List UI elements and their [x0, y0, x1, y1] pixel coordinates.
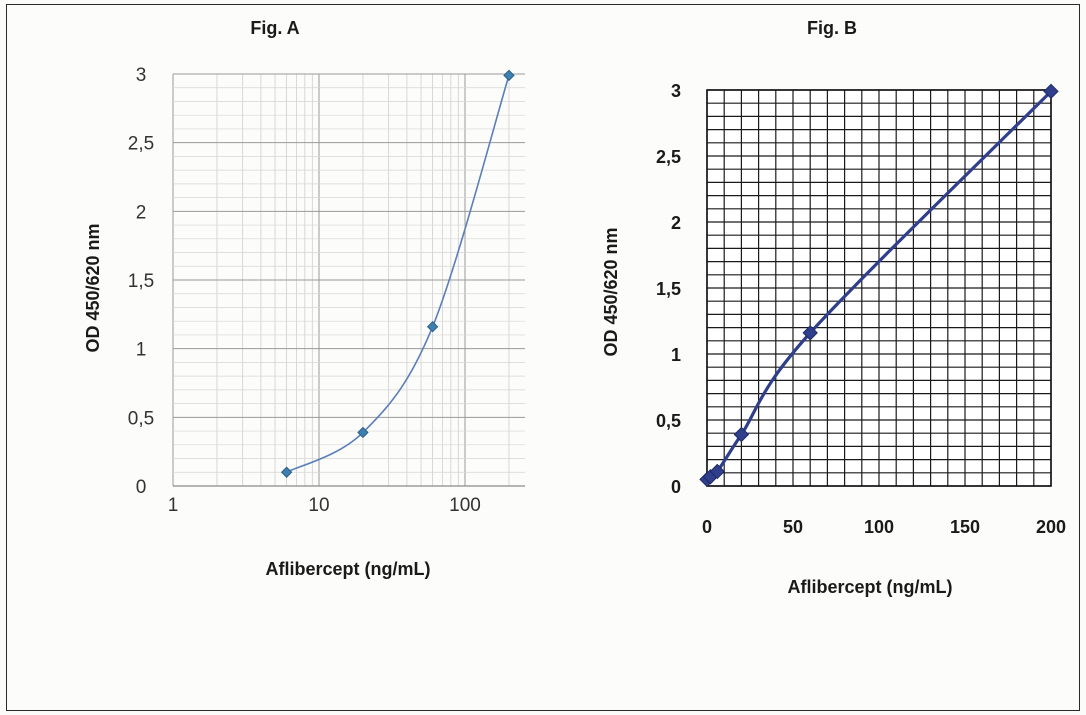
data-point [1043, 83, 1059, 100]
tick-labels: 0 0,5 1 1,5 2 2,5 3 0 50 100 150 200 [656, 81, 1066, 537]
y-tick-label: 2,5 [128, 134, 154, 155]
x-tick-label: 100 [864, 517, 894, 537]
x-tick-label: 10 [308, 495, 329, 516]
x-tick-label: 200 [1036, 517, 1066, 537]
data-point [426, 320, 439, 333]
chart-fig-a: 0 0,5 1 1,5 2 2,5 3 1 10 100 Fig. A Aflibercept (… [83, 18, 525, 579]
y-axis-title: OD 450/620 nm [601, 227, 621, 356]
curve-layer [286, 75, 510, 473]
data-point [802, 325, 818, 341]
y-tick-label: 1,5 [656, 279, 681, 299]
chart-fig-b: 0 0,5 1 1,5 2 2,5 3 0 50 100 150 200 Fig. B Afliber… [601, 18, 1066, 597]
marker-layer [280, 69, 515, 478]
y-tick-label: 0,5 [128, 408, 154, 429]
data-point [357, 426, 369, 439]
marker-layer [699, 83, 1059, 488]
x-tick-label: 0 [702, 517, 712, 537]
chart-title: Fig. B [807, 18, 857, 38]
series-line [286, 75, 510, 473]
chart-title: Fig. A [250, 18, 299, 38]
y-tick-label: 2,5 [656, 147, 681, 167]
y-tick-label: 0 [136, 477, 147, 498]
gridlines [172, 73, 525, 487]
x-axis-title: Aflibercept (ng/mL) [266, 559, 431, 579]
plot-frame [706, 89, 1052, 487]
x-axis-title: Aflibercept (ng/mL) [788, 577, 953, 597]
y-tick-label: 3 [136, 65, 147, 86]
x-tick-label: 1 [168, 495, 179, 516]
y-axis-title: OD 450/620 nm [83, 223, 103, 352]
y-tick-label: 3 [671, 81, 681, 101]
x-tick-label: 50 [783, 517, 803, 537]
x-tick-label: 150 [950, 517, 980, 537]
y-tick-label: 1,5 [128, 271, 154, 292]
data-point [709, 463, 726, 480]
tick-labels: 0 0,5 1 1,5 2 2,5 3 1 10 100 [128, 65, 481, 516]
y-tick-label: 1 [671, 345, 681, 365]
data-point [733, 426, 750, 443]
y-tick-label: 2 [136, 202, 147, 223]
y-tick-label: 1 [136, 340, 147, 361]
y-tick-label: 0,5 [656, 411, 681, 431]
figure-page: 0 0,5 1 1,5 2 2,5 3 1 10 100 Fig. A Aflibercept (… [6, 4, 1080, 711]
y-tick-label: 0 [671, 477, 681, 497]
data-point [503, 69, 515, 82]
x-tick-label: 100 [449, 495, 481, 516]
data-point [280, 466, 293, 478]
gridlines [706, 89, 1052, 487]
y-tick-label: 2 [671, 213, 681, 233]
